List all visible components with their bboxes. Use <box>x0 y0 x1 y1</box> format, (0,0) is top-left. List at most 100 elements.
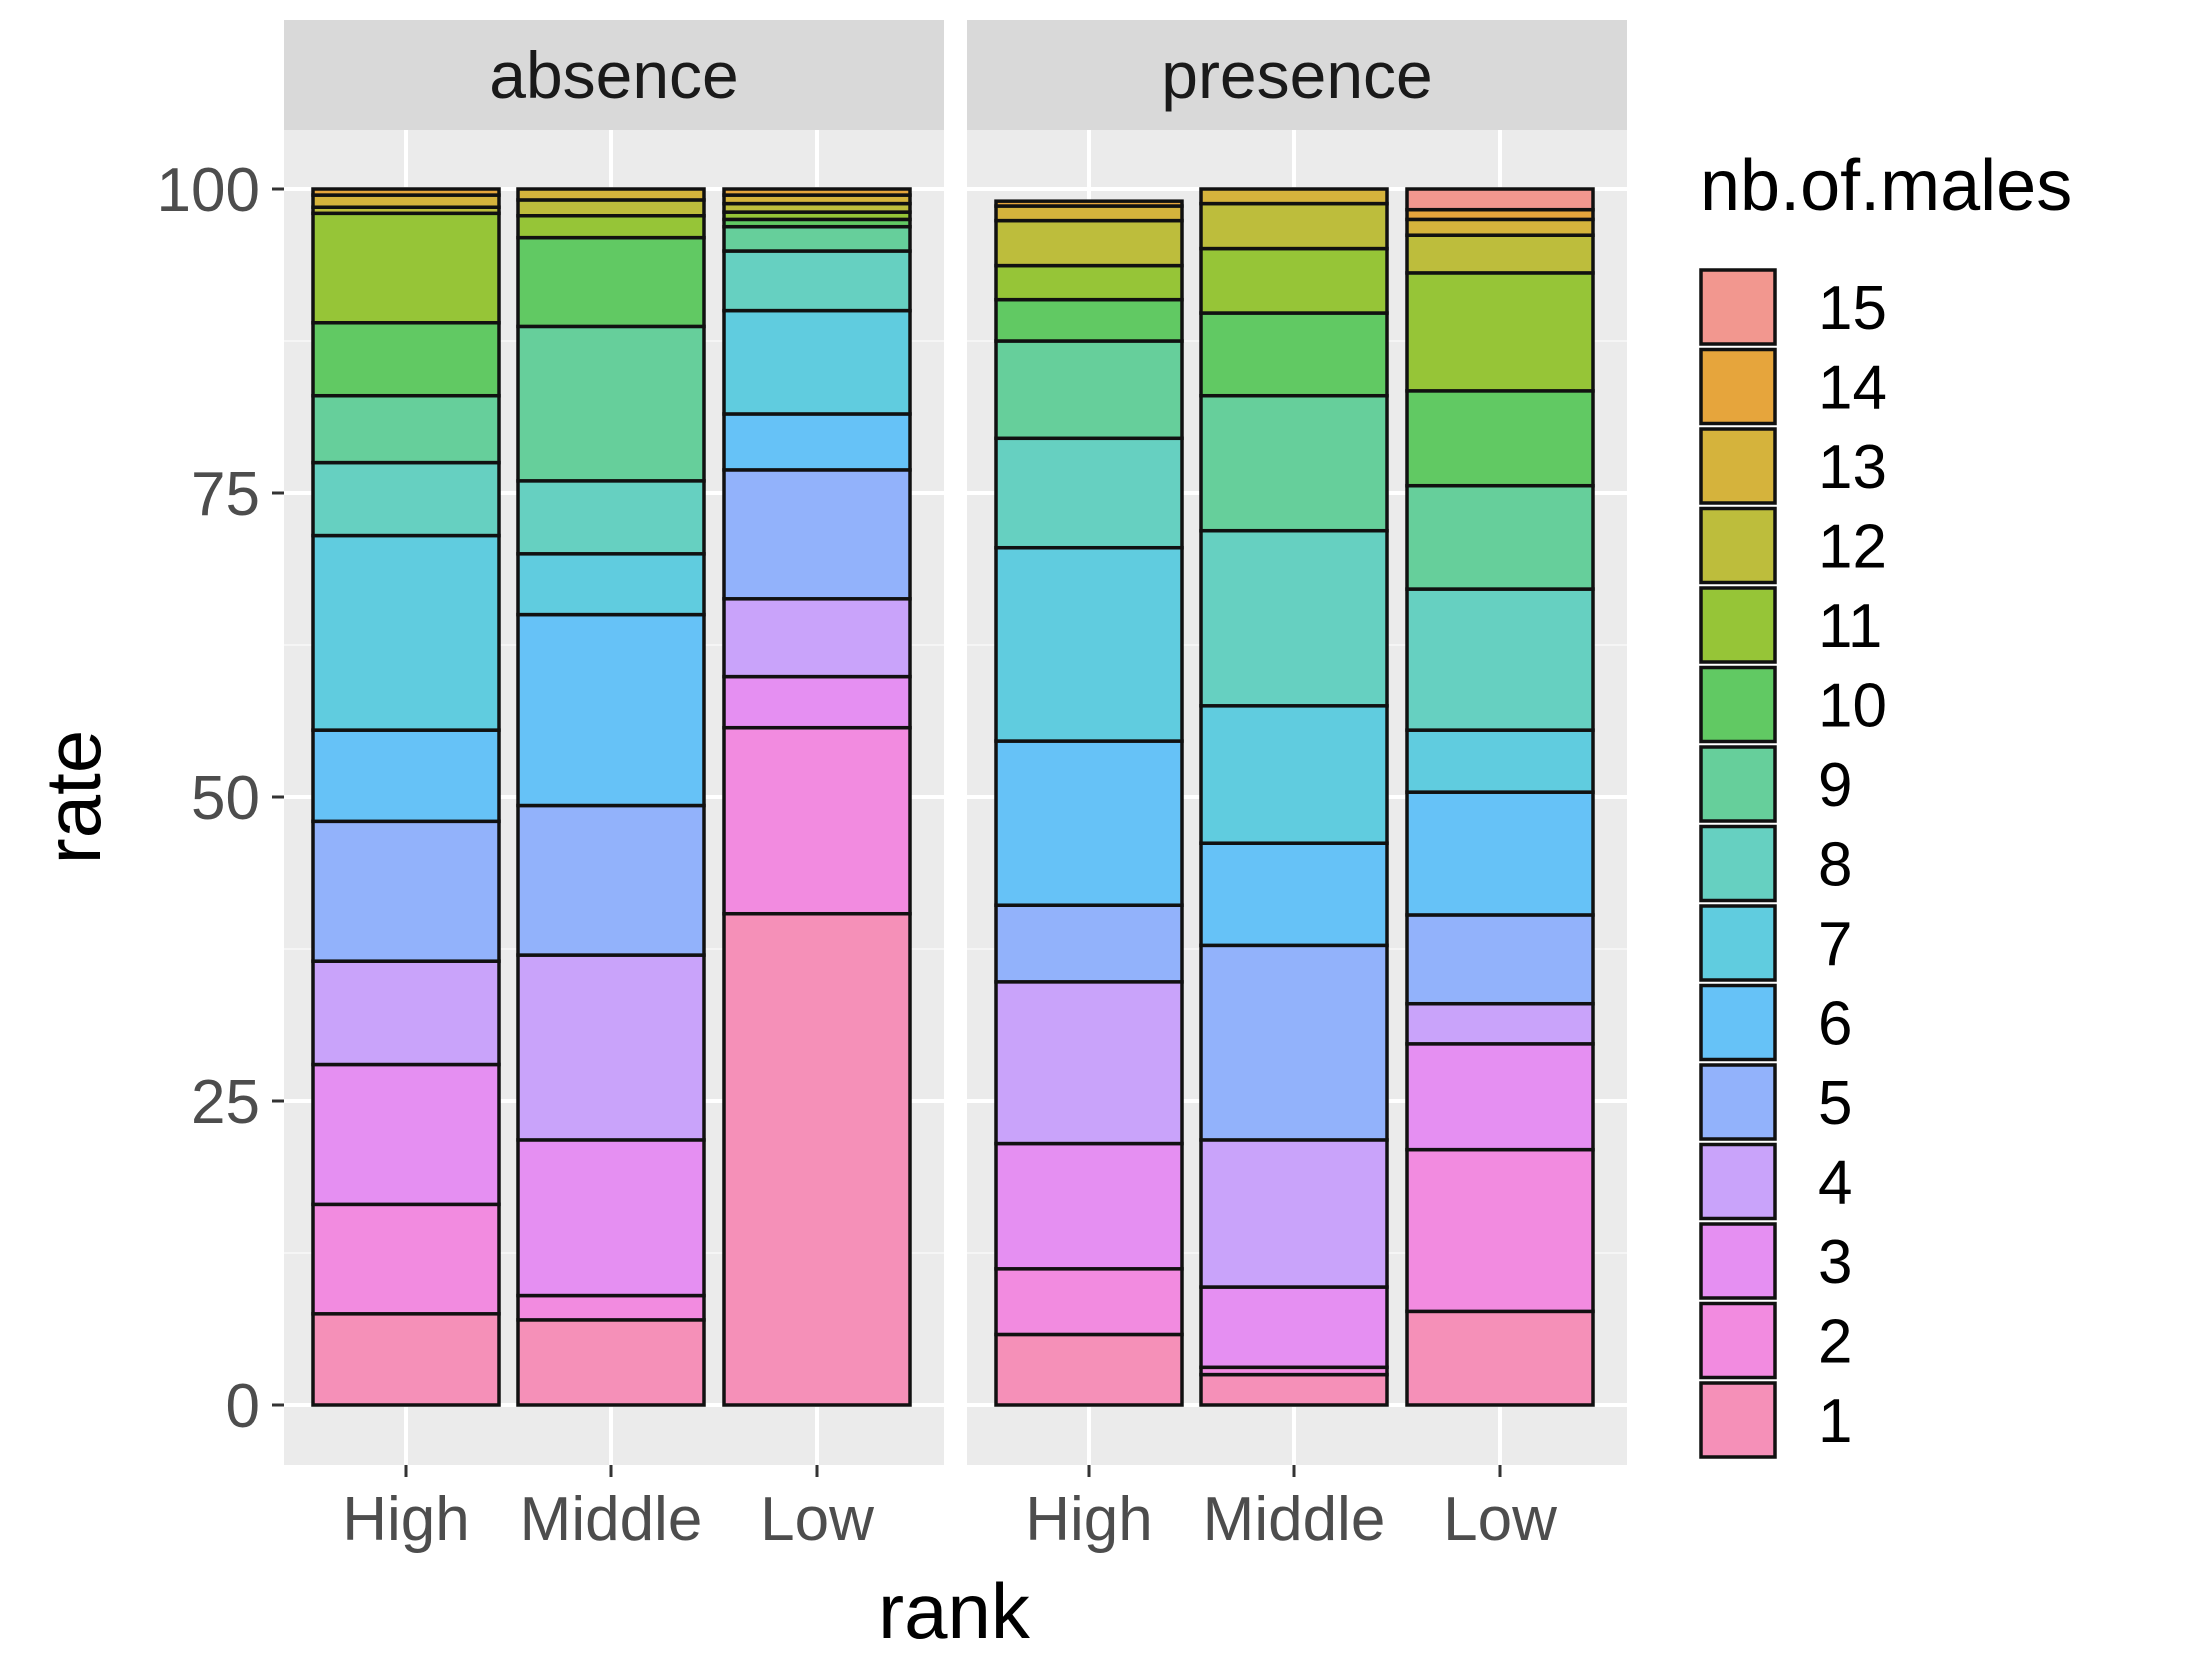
bar-segment-males-12 <box>1199 201 1389 251</box>
bar-segment-males-2 <box>1405 1147 1595 1314</box>
bar-segment-males-5 <box>1199 943 1389 1142</box>
legend: nb.of.males 15 14 13 12 11 10 9 8 7 6 5 4 3 2 1 <box>1699 146 2072 1459</box>
legend-item-11: 11 <box>1699 586 1882 664</box>
bar-segment-males-7 <box>994 545 1184 743</box>
bar-segment-males-8 <box>311 460 501 538</box>
legend-key-swatch <box>1699 1142 1777 1221</box>
legend-item-10: 10 <box>1699 665 1887 744</box>
x-tick-label-low: Low <box>1443 1485 1557 1554</box>
bar-segment-males-3 <box>722 674 912 730</box>
legend-key-label: 10 <box>1818 672 1887 741</box>
bar-segment-males-8 <box>994 436 1184 550</box>
bar-segment-males-12 <box>994 218 1184 268</box>
legend-key-label: 13 <box>1818 433 1887 502</box>
legend-item-6: 6 <box>1699 983 1852 1062</box>
bar-segment-males-6 <box>311 728 501 824</box>
legend-item-4: 4 <box>1699 1142 1852 1221</box>
bar-absence-middle <box>516 187 706 1407</box>
bar-segment-males-3 <box>994 1141 1184 1271</box>
legend-key-label: 9 <box>1818 751 1852 820</box>
bar-segment-males-2 <box>311 1202 501 1316</box>
bar-segment-males-10 <box>994 297 1184 343</box>
bar-segment-males-11 <box>1199 246 1389 315</box>
bar-segment-males-1 <box>516 1318 706 1407</box>
facet-strip-presence <box>967 20 1627 130</box>
facet-panel-absence: absence <box>284 20 944 1465</box>
bar-segment-males-6 <box>516 612 706 808</box>
bar-segment-males-14 <box>994 199 1184 208</box>
legend-key-label: 6 <box>1818 990 1852 1059</box>
bar-segment-males-6 <box>994 739 1184 907</box>
bar-segment-males-9 <box>1199 393 1389 533</box>
legend-item-5: 5 <box>1699 1063 1852 1141</box>
legend-key-swatch <box>1699 824 1777 903</box>
y-tick-label: 25 <box>191 1068 260 1137</box>
bar-segment-males-2 <box>722 725 912 916</box>
bar-segment-males-7 <box>516 552 706 617</box>
facet-label-presence: presence <box>1161 38 1433 112</box>
legend-key-label: 7 <box>1818 910 1852 979</box>
x-axis-title: rank <box>878 1567 1031 1655</box>
legend-key-swatch <box>1699 904 1777 982</box>
bar-segment-males-1 <box>311 1312 501 1407</box>
y-tick-label: 50 <box>191 764 260 833</box>
bar-segment-males-5 <box>722 468 912 601</box>
bar-segment-males-4 <box>1199 1138 1389 1289</box>
bar-segment-males-1 <box>1405 1309 1595 1407</box>
bar-segment-males-1 <box>994 1332 1184 1407</box>
facet-strip-absence <box>284 20 944 130</box>
bar-segment-males-10 <box>1199 311 1389 398</box>
bar-segment-males-7 <box>722 308 912 416</box>
bar-segment-males-6 <box>1405 790 1595 917</box>
legend-key-swatch <box>1699 1381 1777 1459</box>
bar-segment-males-9 <box>722 224 912 253</box>
legend-key-label: 15 <box>1818 274 1887 343</box>
legend-item-9: 9 <box>1699 745 1852 823</box>
y-axis-title: rate <box>29 730 117 864</box>
bar-segment-males-7 <box>311 533 501 732</box>
bar-segment-males-9 <box>994 339 1184 441</box>
bar-presence-middle <box>1199 187 1389 1407</box>
bar-segment-males-9 <box>516 324 706 483</box>
x-tick-label-middle: Middle <box>520 1485 703 1554</box>
bar-segment-males-9 <box>1405 483 1595 591</box>
facet-panels: absence presence <box>284 20 1627 1465</box>
bar-presence-low <box>1405 187 1595 1407</box>
bar-segment-males-11 <box>1405 271 1595 393</box>
y-tick-label: 75 <box>191 460 260 529</box>
bar-segment-males-3 <box>516 1138 706 1298</box>
legend-key-swatch <box>1699 665 1777 744</box>
legend-key-swatch <box>1699 1301 1777 1380</box>
bar-segment-males-12 <box>1405 233 1595 275</box>
legend-key-swatch <box>1699 586 1777 664</box>
y-tick-label: 100 <box>157 156 260 225</box>
bar-segment-males-8 <box>722 249 912 313</box>
bar-segment-males-8 <box>1199 528 1389 708</box>
bar-segment-males-5 <box>311 819 501 963</box>
bar-segment-males-5 <box>994 903 1184 984</box>
bar-segment-males-11 <box>516 214 706 240</box>
legend-key-swatch <box>1699 1222 1777 1300</box>
legend-key-label: 1 <box>1818 1387 1852 1456</box>
bar-segment-males-8 <box>516 479 706 556</box>
bar-absence-high <box>311 187 501 1407</box>
legend-key-swatch <box>1699 1063 1777 1141</box>
legend-item-3: 3 <box>1699 1222 1852 1300</box>
bar-segment-males-4 <box>722 597 912 679</box>
bar-segment-males-10 <box>516 235 706 329</box>
bar-presence-high <box>994 199 1184 1407</box>
bar-segment-males-5 <box>516 803 706 957</box>
legend-item-2: 2 <box>1699 1301 1852 1380</box>
legend-item-15: 15 <box>1699 268 1887 346</box>
legend-item-13: 13 <box>1699 427 1887 505</box>
bar-segment-males-3 <box>1199 1285 1389 1370</box>
bar-segment-males-6 <box>1199 841 1389 948</box>
bar-segment-males-4 <box>311 959 501 1067</box>
bar-segment-males-7 <box>1199 704 1389 845</box>
legend-key-label: 8 <box>1818 831 1852 900</box>
legend-title: nb.of.males <box>1700 146 2072 226</box>
legend-item-8: 8 <box>1699 824 1852 903</box>
bar-segment-males-13 <box>311 193 501 209</box>
legend-key-label: 12 <box>1818 513 1887 582</box>
